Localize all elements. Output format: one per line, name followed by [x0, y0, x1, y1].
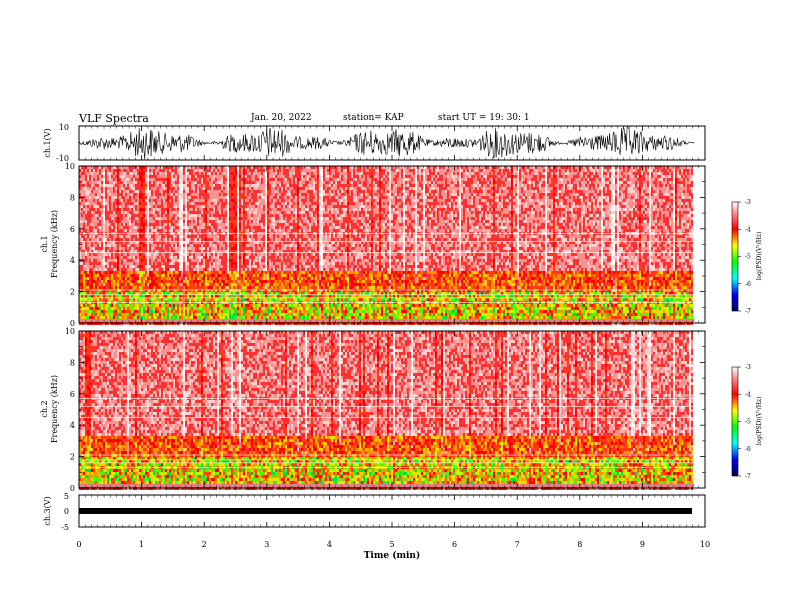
ch1-colorbar: -3 -4 -5 -6 -7 log(PSD)(V²/Hz)	[731, 199, 763, 315]
spec-ytick-label: 8	[70, 193, 75, 202]
ch1-spectrogram-image	[79, 166, 695, 325]
start-time-label: start UT = 19: 30: 1	[438, 113, 530, 123]
ch2-spec-ylabel-channel: ch.2	[40, 400, 49, 417]
spec-ytick-label: 4	[70, 256, 75, 265]
ch1-spectrogram-panel: 0 2 4 6 8 10 ch.1 Frequency (kHz)	[40, 162, 706, 328]
station-label: station= KAP	[343, 113, 404, 123]
ch1-ylabel: ch.1(V)	[43, 128, 52, 157]
colorbar-tick-label: -7	[745, 308, 751, 315]
spec-ytick-label: 10	[65, 327, 75, 336]
x-tick-label: 6	[452, 540, 457, 549]
x-tick-label: 7	[515, 540, 520, 549]
chart-title: VLF Spectra	[79, 112, 149, 125]
spec-ytick-label: 2	[70, 288, 75, 297]
ch2-spectrogram-panel: 0 2 4 6 8 10 ch.2 Frequency (kHz)	[40, 327, 706, 493]
ch1-ytick-bottom: -10	[56, 154, 69, 163]
x-tick-label: 4	[327, 540, 332, 549]
ch2-colorbar-ticks: -3 -4 -5 -6 -7	[738, 364, 751, 480]
colorbar-tick-label: -6	[745, 281, 751, 288]
ch1-colorbar-ticks: -3 -4 -5 -6 -7	[738, 199, 751, 315]
ch1-spec-ylabel-channel: ch.1	[40, 235, 49, 252]
ch3-waveform-panel: 5 0 -5 ch.3(V)	[43, 492, 706, 532]
ch1-waveform-panel: 10 -10 ch.1(V)	[43, 123, 706, 163]
spec-ytick-label: 6	[70, 225, 75, 234]
colorbar-tick-label: -3	[745, 364, 751, 371]
ch1-ytick-top: 10	[59, 123, 69, 132]
x-tick-label: 1	[139, 540, 144, 549]
ch2-spec-ylabel-freq: Frequency (kHz)	[50, 375, 59, 443]
ch2-colorbar: -3 -4 -5 -6 -7 log(PSD)(V²/Hz)	[731, 364, 763, 480]
ch2-colorbar-label: log(PSD)(V²/Hz)	[756, 397, 763, 446]
colorbar-tick-label: -7	[745, 473, 751, 480]
ch3-waveform-band	[79, 508, 692, 514]
ch1-waveform-trace	[78, 125, 695, 160]
colorbar-tick-label: -4	[745, 226, 751, 233]
x-axis-label: Time (min)	[364, 550, 421, 561]
ch2-spectrogram-yticks: 0 2 4 6 8 10	[65, 327, 705, 493]
x-tick-label: 9	[640, 540, 645, 549]
colorbar-tick-label: -6	[745, 446, 751, 453]
colorbar-tick-label: -5	[745, 254, 751, 261]
spec-ytick-label: 0	[70, 484, 75, 493]
spec-ytick-label: 8	[70, 358, 75, 367]
ch3-ytick-bottom: -5	[61, 523, 69, 532]
ch1-colorbar-label: log(PSD)(V²/Hz)	[756, 232, 763, 281]
ch3-ytick-top: 5	[64, 492, 69, 501]
spec-ytick-label: 10	[65, 162, 75, 171]
time-axis-ticks: 0 1 2 3 4 5 6 7 8 9 10	[76, 126, 710, 549]
ch2-spectrogram-image	[79, 331, 695, 490]
ch3-ytick-mid: 0	[64, 507, 69, 516]
colorbar-tick-label: -3	[745, 199, 751, 206]
x-tick-label: 8	[577, 540, 582, 549]
spec-ytick-label: 2	[70, 453, 75, 462]
spec-ytick-label: 4	[70, 421, 75, 430]
x-tick-label: 5	[389, 540, 394, 549]
spec-ytick-label: 6	[70, 390, 75, 399]
x-tick-label: 2	[202, 540, 207, 549]
ch1-spectrogram-yticks: 0 2 4 6 8 10	[65, 162, 705, 328]
colorbar-tick-label: -5	[745, 419, 751, 426]
ch1-spec-ylabel-freq: Frequency (kHz)	[50, 210, 59, 278]
ch3-ylabel: ch.3(V)	[43, 496, 52, 525]
spec-ytick-label: 0	[70, 319, 75, 328]
x-tick-label: 0	[76, 540, 81, 549]
x-tick-label: 3	[264, 540, 269, 549]
x-tick-label: 10	[700, 540, 710, 549]
colorbar-tick-label: -4	[745, 391, 751, 398]
date-label: Jan. 20, 2022	[251, 113, 312, 123]
